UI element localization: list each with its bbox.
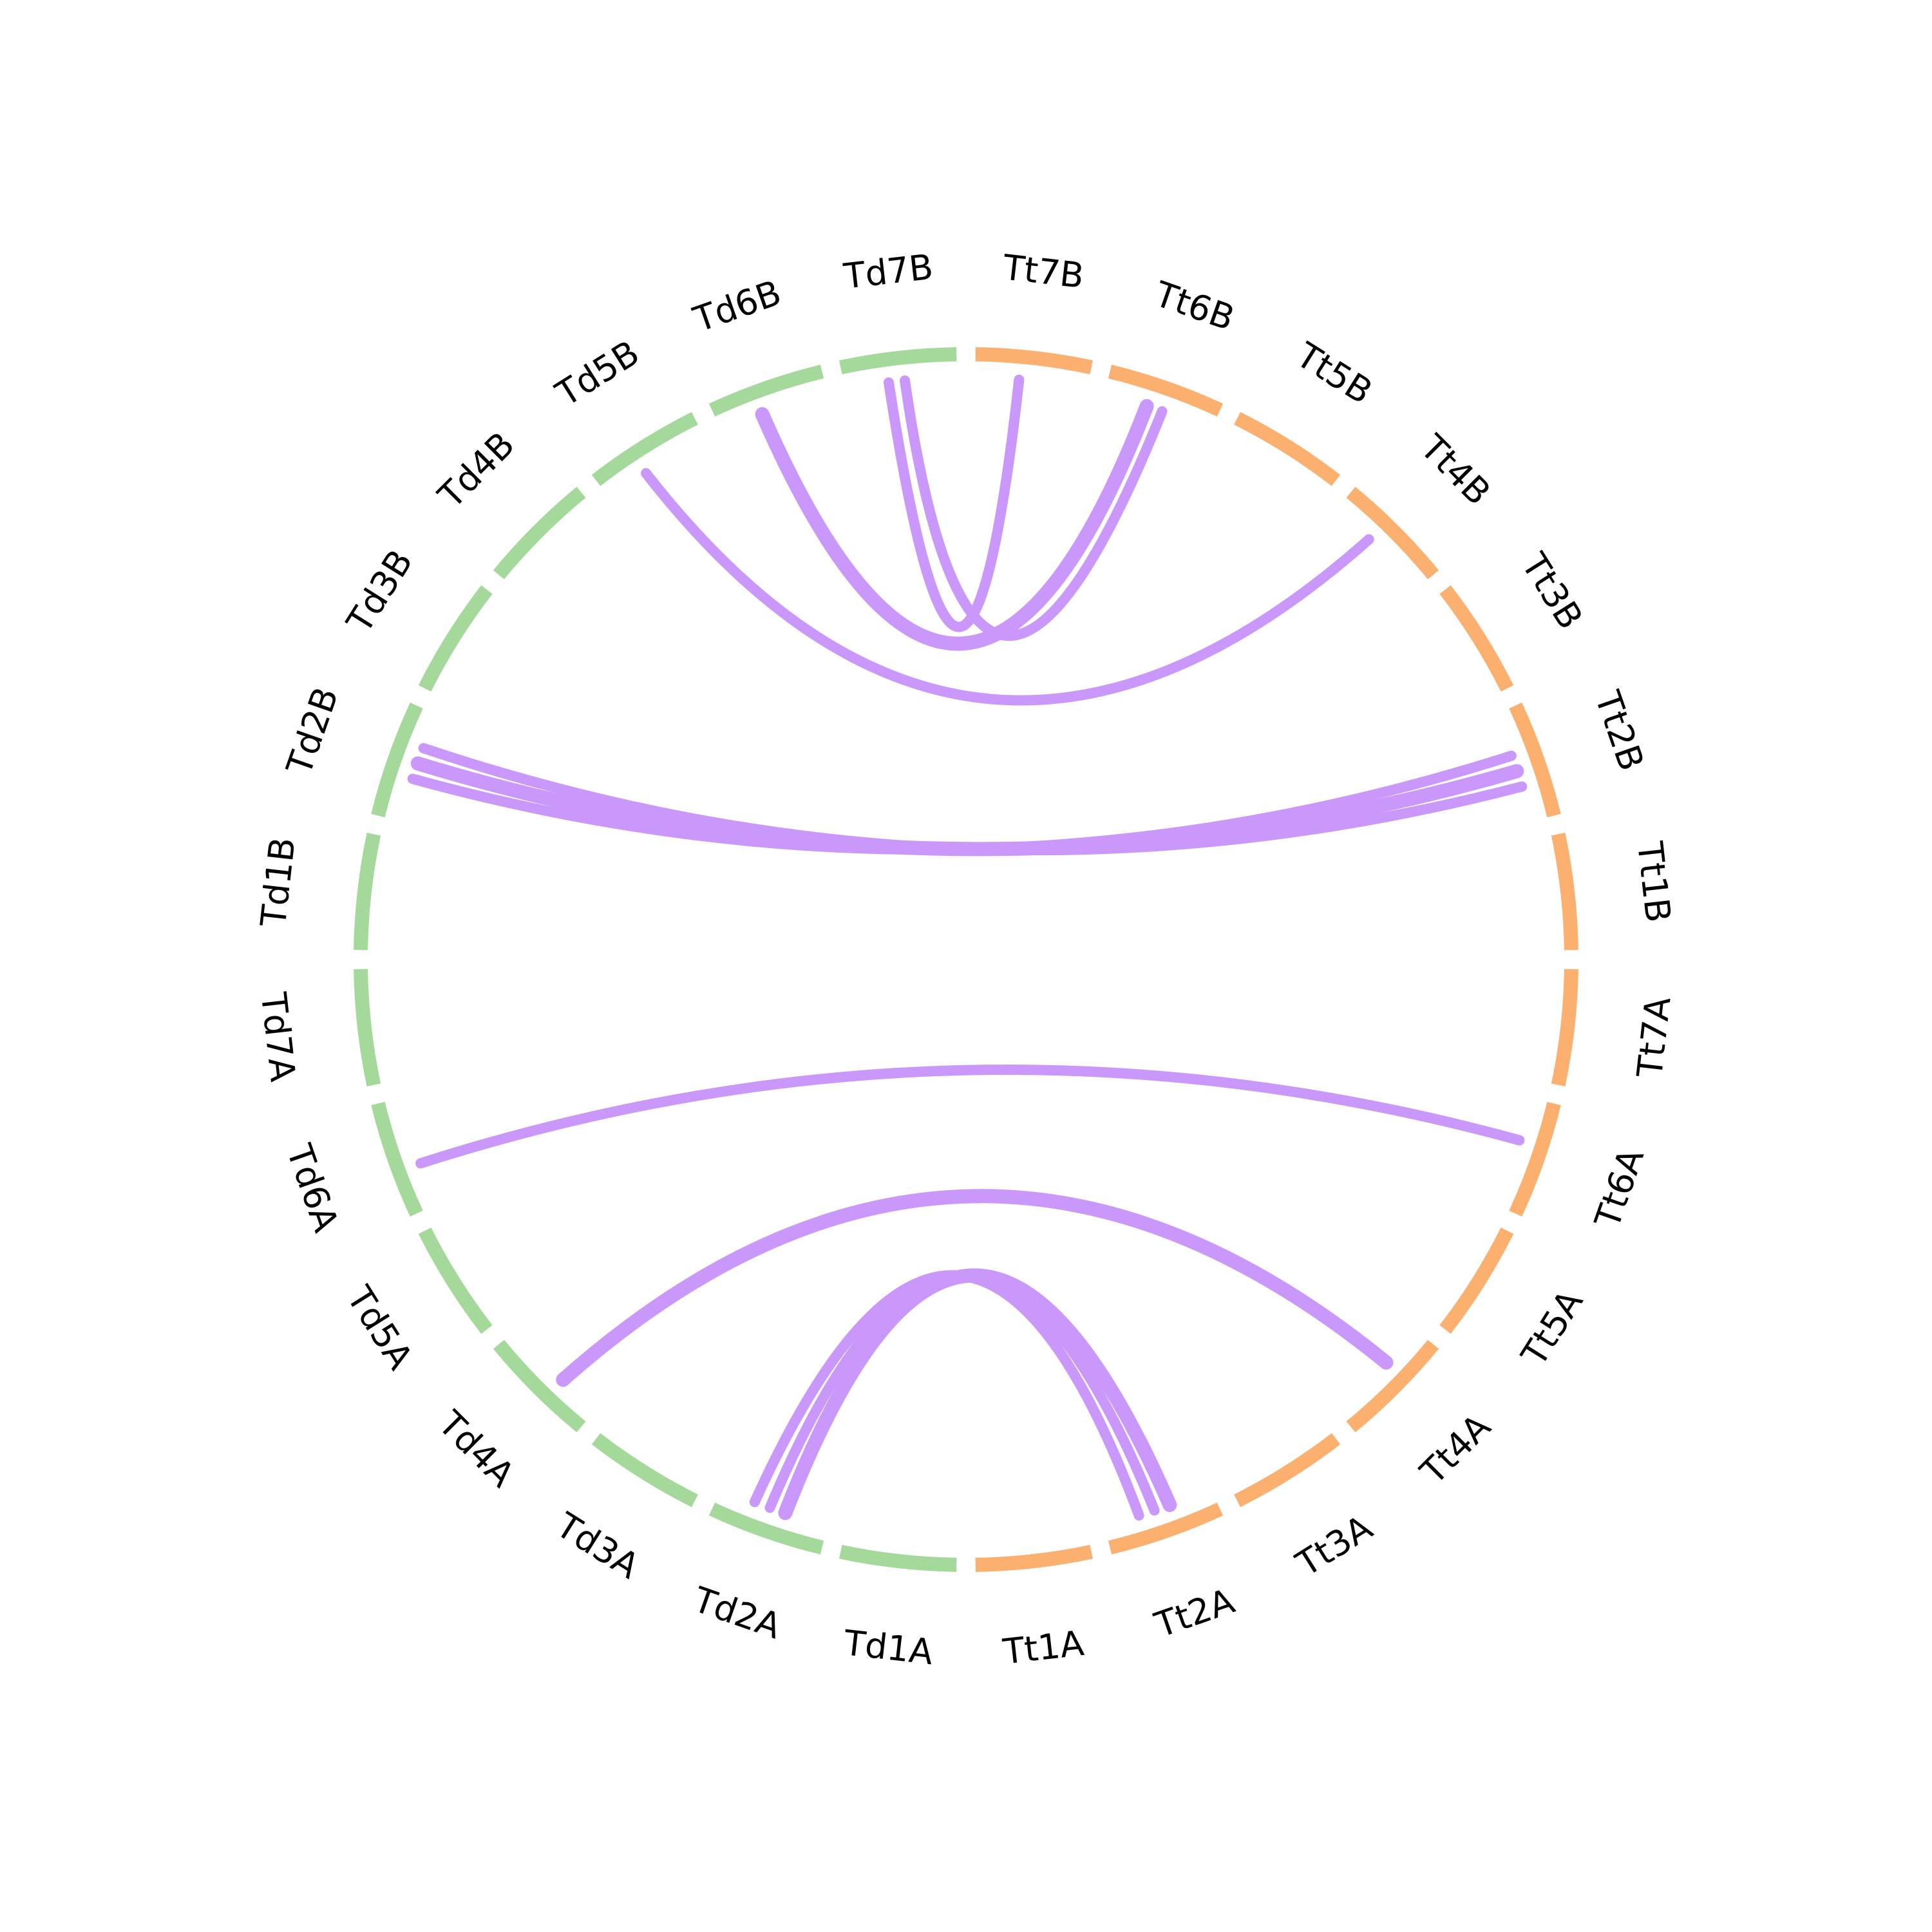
segment-label-tt6a: Tt6A	[1587, 1143, 1652, 1233]
segment-tt7a	[1551, 969, 1578, 1087]
segment-label-tt4a: Tt4A	[1412, 1406, 1499, 1492]
segment-td7a	[354, 969, 381, 1087]
segment-tt3a	[1234, 1433, 1341, 1508]
segment-label-td3b: Td3B	[339, 543, 421, 641]
segment-label-tt2b: Tt2B	[1587, 685, 1652, 775]
segment-td7b	[838, 347, 957, 375]
segment-label-td7a: Td7A	[253, 990, 303, 1084]
segment-td3b	[418, 585, 493, 692]
segment-td4a	[493, 1340, 586, 1433]
segment-label-tt1b: Tt1B	[1629, 839, 1679, 925]
segment-label-td7b: Td7B	[841, 247, 935, 297]
segment-tt5b	[1234, 412, 1341, 486]
segment-label-td4b: Td4B	[430, 424, 522, 516]
segment-tt1b	[1551, 832, 1578, 951]
segment-tt2b	[1509, 702, 1561, 818]
segments-layer	[354, 347, 1578, 1572]
link-td7b-tt7b	[883, 374, 1025, 632]
segment-td6b	[708, 365, 824, 417]
segment-td2a	[708, 1502, 824, 1555]
link-td2b-tt2b	[410, 756, 1524, 857]
segment-tt6a	[1509, 1101, 1561, 1217]
segment-label-tt1a: Tt1A	[1001, 1623, 1086, 1672]
link-td6b-tt6b	[755, 399, 1154, 651]
segment-label-td5a: Td5A	[339, 1279, 421, 1377]
segment-tt7b	[975, 347, 1094, 375]
segment-label-td6b: Td6B	[688, 272, 786, 341]
link-td2b-tt2b	[418, 743, 1528, 856]
segment-tt6b	[1108, 365, 1224, 417]
segment-label-tt6b: Tt6B	[1149, 274, 1239, 339]
segment-label-tt7a: Tt7A	[1629, 994, 1679, 1080]
link-td5b-tt4b	[641, 468, 1374, 706]
segment-td1a	[838, 1544, 957, 1572]
segment-label-tt5b: Tt5B	[1289, 334, 1379, 412]
segment-tt1a	[975, 1544, 1094, 1572]
link-td6a-tt6a	[415, 1065, 1525, 1169]
link-td4a-tt4a	[556, 1189, 1394, 1387]
segment-label-td2b: Td2B	[278, 682, 346, 781]
segment-label-tt3a: Tt3A	[1289, 1507, 1379, 1585]
segment-tt3b	[1439, 585, 1514, 692]
link-td7b-tt6b	[900, 375, 1168, 641]
segment-label-tt4b: Tt4B	[1412, 426, 1499, 513]
segment-label-td1a: Td1A	[841, 1622, 935, 1672]
segment-td4b	[493, 486, 586, 580]
segment-label-tt5a: Tt5A	[1513, 1283, 1591, 1374]
segment-label-td2a: Td2A	[688, 1579, 786, 1647]
segment-label-td3a: Td3A	[549, 1504, 647, 1587]
segment-td3a	[591, 1433, 698, 1508]
segment-label-td6a: Td6A	[278, 1139, 346, 1237]
segment-td5a	[418, 1227, 493, 1334]
segment-td2b	[371, 702, 423, 818]
segment-label-td5b: Td5B	[549, 332, 647, 415]
segment-label-tt2a: Tt2A	[1149, 1580, 1239, 1645]
segment-td1b	[354, 832, 381, 951]
segment-tt2a	[1108, 1502, 1224, 1555]
segment-label-tt7b: Tt7B	[1000, 247, 1086, 296]
segment-tt5a	[1439, 1227, 1514, 1334]
link-td2a-tt2a	[764, 1270, 1160, 1516]
segment-label-td1b: Td1B	[253, 835, 303, 929]
link-td2a-tt2a	[749, 1270, 1144, 1521]
segment-label-td4a: Td4A	[430, 1403, 522, 1495]
links-layer	[407, 374, 1528, 1521]
segment-label-tt3b: Tt3B	[1513, 545, 1591, 636]
segment-td5b	[591, 412, 698, 486]
segment-td6a	[371, 1101, 423, 1217]
segment-tt4a	[1346, 1340, 1439, 1433]
link-td2a-tt2a	[778, 1268, 1177, 1520]
segment-tt4b	[1346, 486, 1439, 580]
